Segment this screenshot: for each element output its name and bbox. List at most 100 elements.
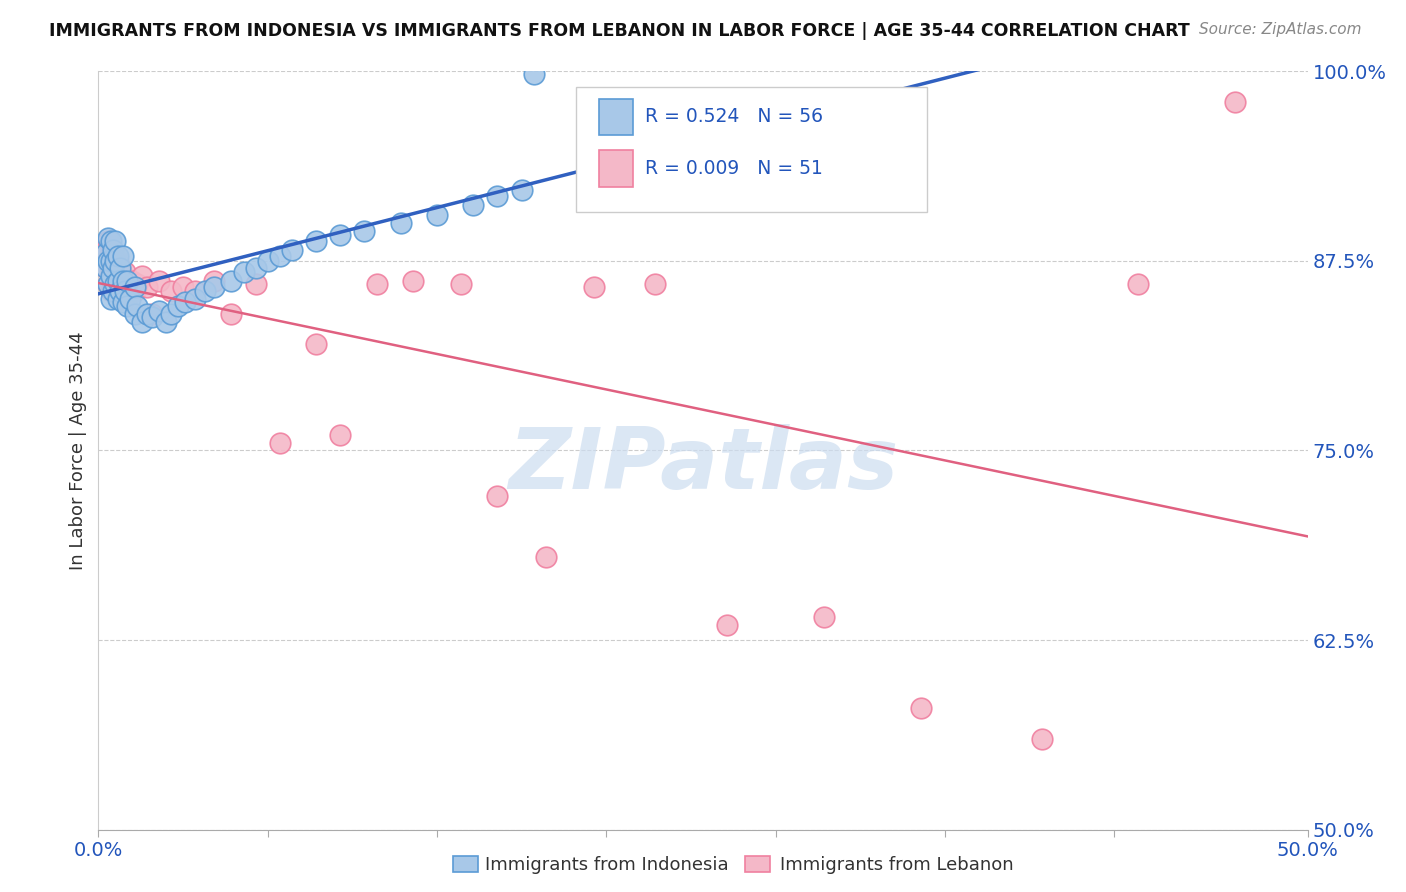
Text: Immigrants from Lebanon: Immigrants from Lebanon [780, 856, 1014, 874]
Point [107, 292, 129, 306]
Point [97, 231, 120, 245]
Point [108, 284, 131, 298]
Point [716, 617, 738, 632]
Point [305, 337, 328, 351]
Point [486, 188, 509, 202]
Point [269, 249, 291, 263]
Point [97, 234, 120, 248]
Point [366, 277, 388, 291]
Point [1223, 95, 1246, 109]
Point [644, 277, 666, 291]
Bar [599, 150, 633, 186]
Point [117, 277, 139, 291]
Y-axis label: In Labor Force | Age 35-44: In Labor Force | Age 35-44 [69, 331, 87, 570]
Point [100, 269, 122, 284]
Point [281, 244, 304, 258]
Point [329, 428, 352, 442]
Point [94, 261, 117, 276]
Point [114, 284, 136, 298]
Bar [599, 99, 633, 135]
Point [221, 274, 243, 288]
Point [402, 274, 425, 288]
Point [523, 67, 546, 81]
Point [305, 234, 328, 248]
Point [174, 294, 197, 309]
Text: R = 0.524   N = 56: R = 0.524 N = 56 [645, 107, 823, 127]
Point [108, 261, 131, 276]
Point [1031, 731, 1053, 746]
Point [148, 304, 170, 318]
Point [329, 228, 352, 243]
Point [104, 284, 127, 298]
Point [172, 279, 194, 293]
Point [124, 284, 146, 298]
Point [101, 253, 124, 268]
Point [100, 284, 122, 298]
Point [100, 264, 122, 278]
Point [486, 489, 509, 503]
Point [121, 274, 143, 288]
Point [389, 216, 412, 230]
Point [534, 549, 557, 564]
Point [111, 292, 134, 306]
Point [94, 261, 117, 276]
Point [101, 284, 124, 298]
Point [194, 284, 217, 298]
Point [813, 610, 835, 624]
FancyBboxPatch shape [576, 87, 927, 211]
Point [100, 246, 122, 260]
Point [141, 310, 163, 324]
Point [124, 307, 146, 321]
Point [104, 261, 127, 276]
Point [104, 253, 127, 268]
Point [101, 244, 124, 258]
Point [910, 701, 932, 715]
Point [135, 307, 157, 321]
Point [245, 277, 267, 291]
Point [104, 277, 127, 291]
Text: Source: ZipAtlas.com: Source: ZipAtlas.com [1198, 22, 1361, 37]
Point [1128, 277, 1150, 291]
Point [107, 249, 129, 263]
Point [426, 209, 449, 223]
Bar [745, 856, 770, 872]
Point [148, 274, 170, 288]
Point [450, 277, 472, 291]
Point [111, 274, 134, 288]
Point [131, 315, 153, 329]
Point [104, 234, 127, 248]
Point [135, 279, 157, 293]
Point [94, 244, 117, 258]
Point [160, 284, 183, 298]
Text: ZIPatlas: ZIPatlas [508, 424, 898, 508]
Point [114, 284, 136, 298]
Point [108, 284, 131, 298]
Point [97, 277, 120, 291]
Point [114, 264, 136, 278]
Point [100, 234, 122, 248]
Point [184, 292, 207, 306]
Text: R = 0.009   N = 51: R = 0.009 N = 51 [645, 159, 823, 178]
Point [107, 253, 129, 268]
Point [100, 292, 122, 306]
Point [101, 261, 124, 276]
Point [127, 300, 149, 314]
Point [107, 274, 129, 288]
Point [256, 253, 278, 268]
Point [101, 277, 124, 291]
Point [184, 284, 207, 298]
Point [510, 183, 533, 197]
Point [127, 277, 149, 291]
Point [463, 198, 485, 212]
Point [160, 307, 183, 321]
Point [97, 277, 120, 291]
Point [97, 253, 120, 268]
Point [583, 279, 606, 293]
Point [269, 436, 291, 450]
Point [97, 253, 120, 268]
Text: IMMIGRANTS FROM INDONESIA VS IMMIGRANTS FROM LEBANON IN LABOR FORCE | AGE 35-44 : IMMIGRANTS FROM INDONESIA VS IMMIGRANTS … [49, 22, 1189, 40]
Point [155, 315, 177, 329]
Point [353, 223, 375, 237]
Point [204, 274, 226, 288]
Point [245, 261, 267, 276]
